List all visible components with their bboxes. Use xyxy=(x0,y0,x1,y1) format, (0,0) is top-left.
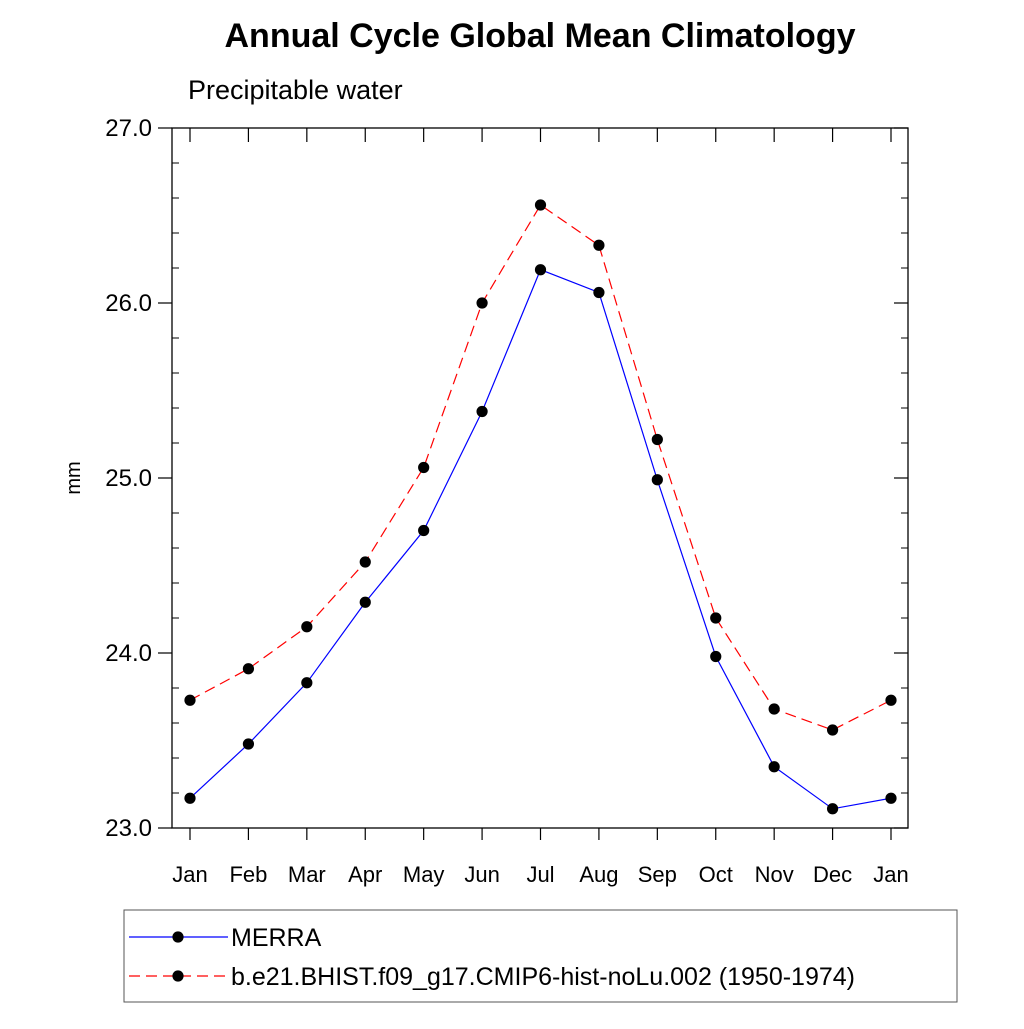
plot-frame xyxy=(171,127,909,829)
data-point-series-0 xyxy=(301,677,313,689)
data-point-series-1 xyxy=(651,433,663,446)
data-point-series-1 xyxy=(359,556,371,568)
data-point-series-1 xyxy=(242,663,255,675)
x-tick-label: Jul xyxy=(526,862,554,887)
legend-label-1: b.e21.BHIST.f09_g17.CMIP6-hist-noLu.002 … xyxy=(231,963,855,991)
data-point-series-0 xyxy=(826,803,839,815)
legend-marker-1 xyxy=(172,970,184,982)
x-tick-label: May xyxy=(403,862,445,887)
x-tick-label: Dec xyxy=(813,862,852,887)
x-tick-label: Sep xyxy=(638,862,677,887)
x-tick-label: Jan xyxy=(172,862,207,887)
data-point-series-0 xyxy=(418,524,430,537)
series-line-1 xyxy=(189,204,892,731)
chart-subtitle: Precipitable water xyxy=(188,75,403,105)
legend: MERRA b.e21.BHIST.f09_g17.CMIP6-hist-noLu… xyxy=(123,909,958,1003)
x-tick-label: Mar xyxy=(288,862,326,887)
data-point-series-0 xyxy=(184,792,196,804)
y-tick-label: 25.0 xyxy=(105,465,152,492)
chart-title: Annual Cycle Global Mean Climatology xyxy=(225,17,856,55)
data-point-series-1 xyxy=(885,694,897,706)
data-point-series-0 xyxy=(768,761,780,773)
data-point-series-1 xyxy=(710,612,722,624)
x-tick-label: Aug xyxy=(579,862,618,887)
y-tick-label: 24.0 xyxy=(105,640,152,667)
legend-label-0: MERRA xyxy=(231,924,322,952)
data-point-series-0 xyxy=(534,264,547,276)
data-point-series-0 xyxy=(359,596,371,608)
data-point-series-1 xyxy=(301,621,313,633)
data-point-series-0 xyxy=(651,474,663,486)
data-point-series-0 xyxy=(476,405,488,418)
data-point-series-0 xyxy=(885,792,897,804)
data-point-series-1 xyxy=(184,694,196,706)
y-tick-label: 26.0 xyxy=(105,290,152,317)
legend-box xyxy=(123,909,958,1003)
data-point-series-0 xyxy=(593,286,605,299)
data-point-series-0 xyxy=(710,650,722,663)
legend-marker-0 xyxy=(172,931,184,943)
x-tick-label: Apr xyxy=(348,862,382,887)
series-line-0 xyxy=(189,268,892,810)
x-tick-label: Feb xyxy=(229,862,267,887)
data-point-series-1 xyxy=(534,199,547,211)
data-point-series-1 xyxy=(593,239,605,251)
y-axis-label: mm xyxy=(63,461,85,494)
series-layer xyxy=(184,199,897,815)
y-tick-label: 23.0 xyxy=(105,815,152,842)
x-tick-label: Jun xyxy=(464,862,499,887)
x-tick-label: Jan xyxy=(873,862,908,887)
data-point-series-1 xyxy=(826,724,839,736)
axes: 23.0 24.0 25.0 26.0 27.0 Jan Feb Mar Apr May Jun Ju… xyxy=(105,115,908,887)
y-tick-label: 27.0 xyxy=(105,115,152,142)
data-point-series-0 xyxy=(242,738,255,750)
data-point-series-1 xyxy=(476,297,488,309)
x-tick-label: Nov xyxy=(755,862,794,887)
data-point-series-1 xyxy=(768,703,780,715)
x-tick-label: Oct xyxy=(699,862,733,887)
data-point-series-1 xyxy=(418,461,430,474)
